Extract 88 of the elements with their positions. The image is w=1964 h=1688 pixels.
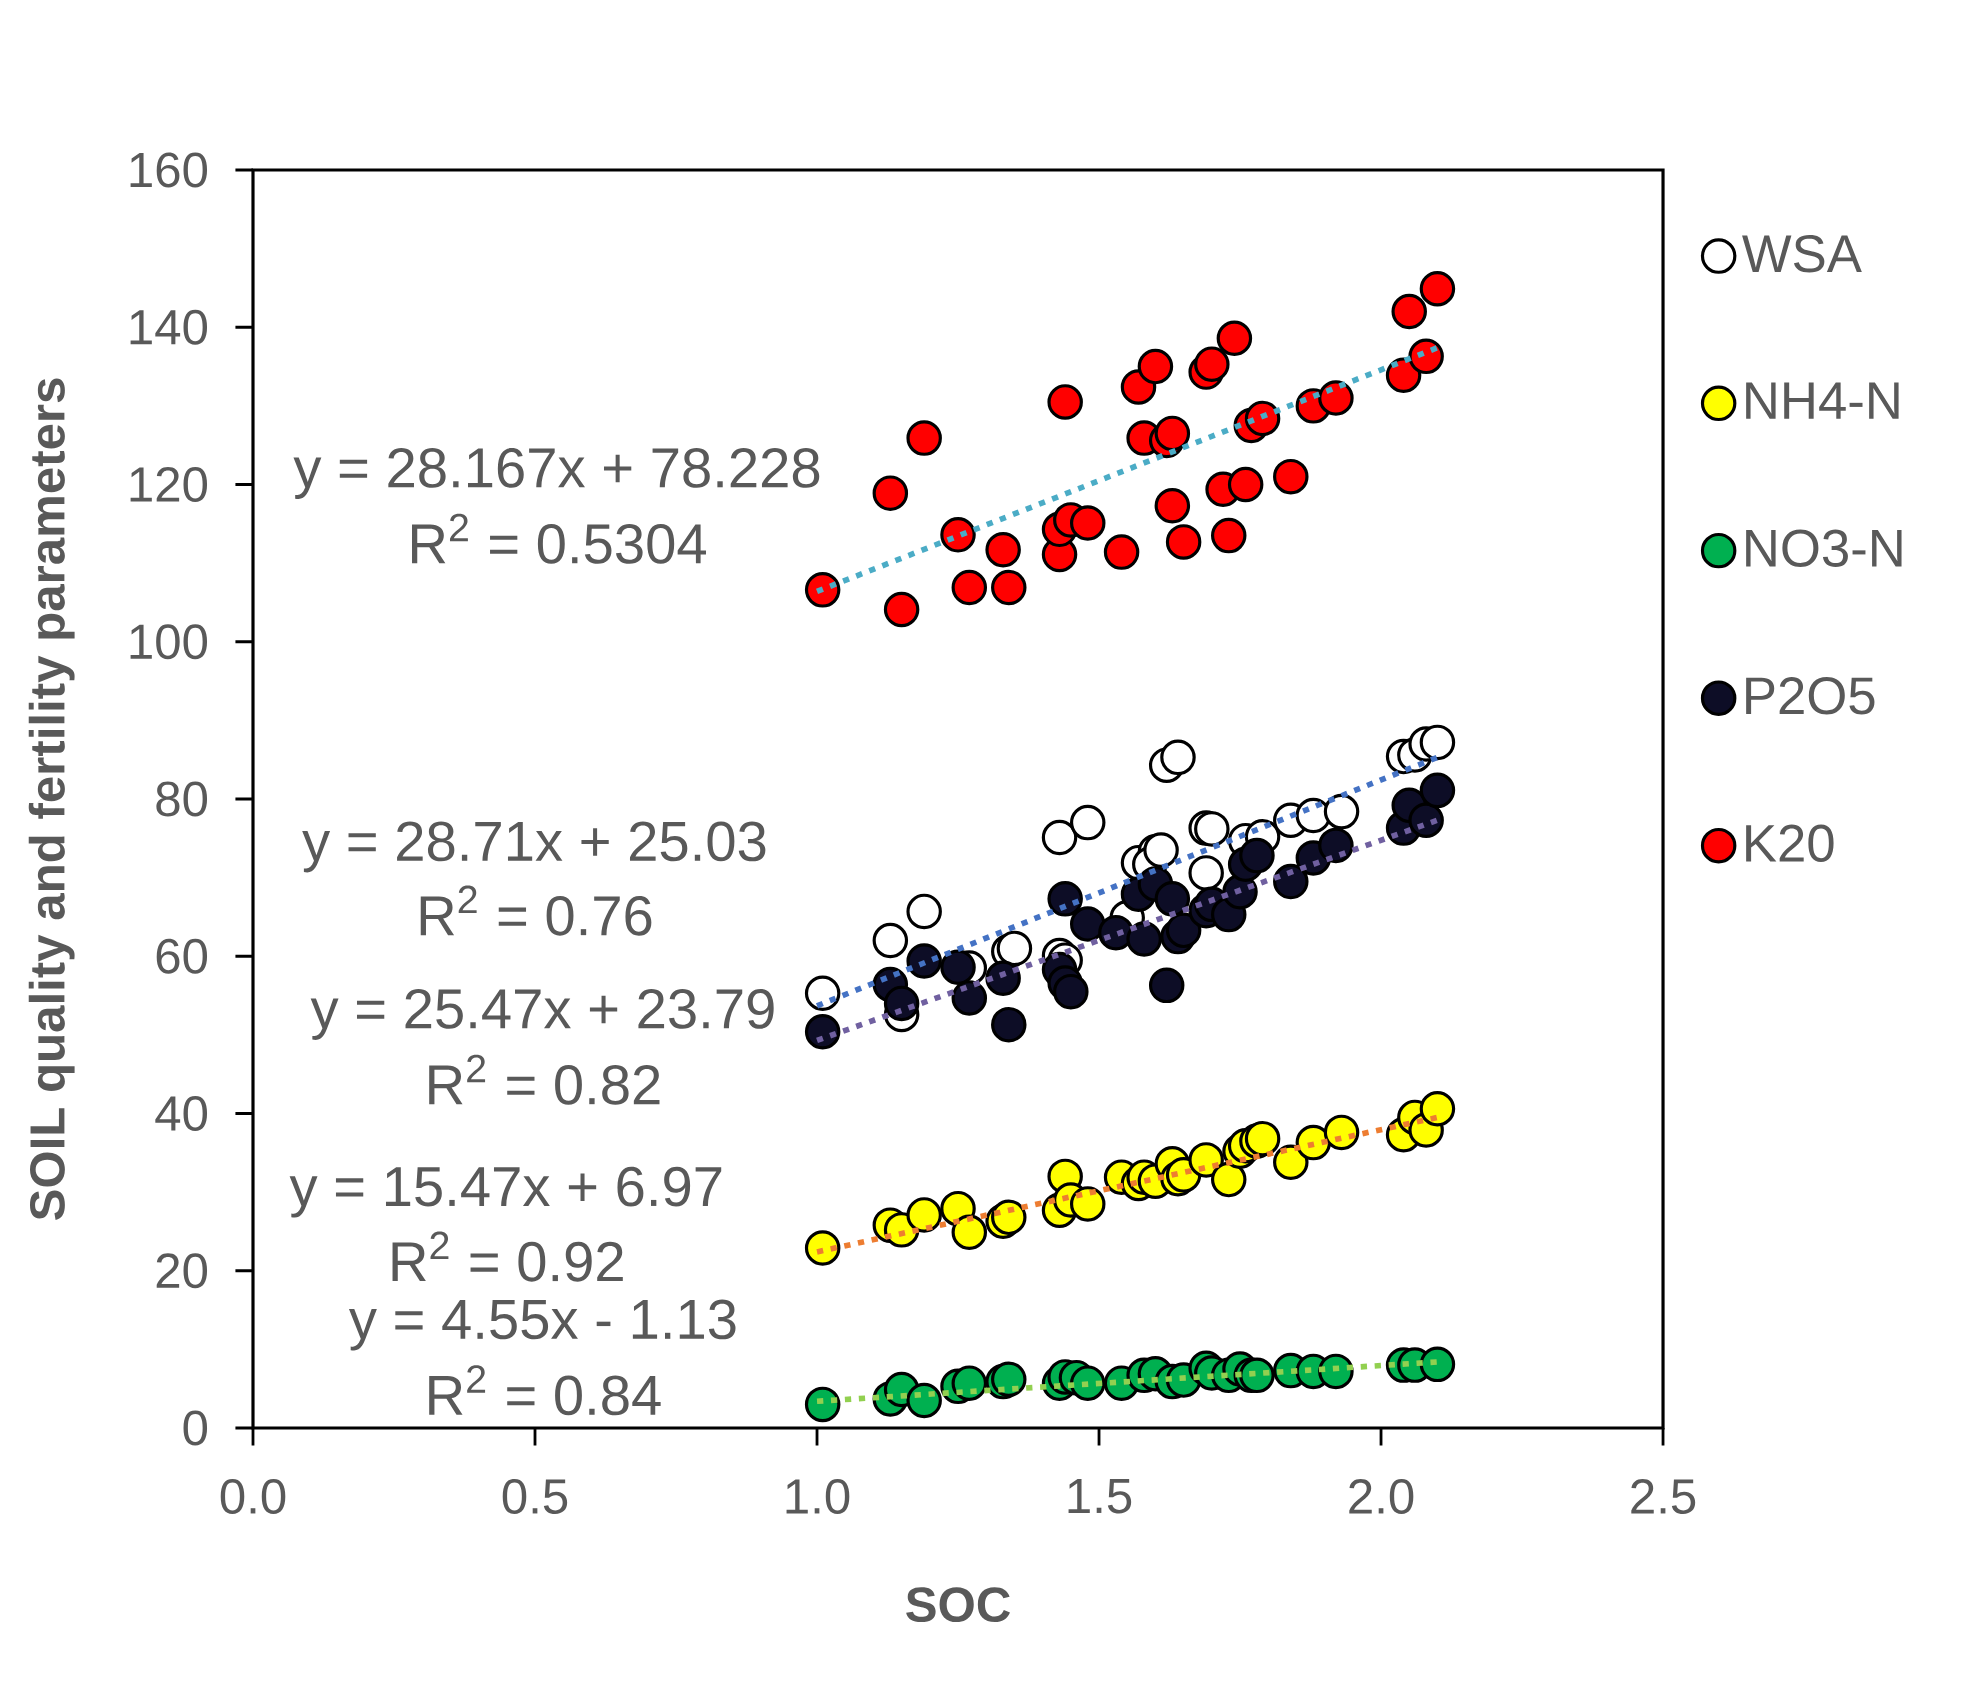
point xyxy=(1069,804,1106,841)
y-tick-label: 20 xyxy=(156,1253,208,1289)
point xyxy=(1210,1161,1247,1198)
point xyxy=(906,893,942,930)
legend-label: P2O5 xyxy=(1746,677,1875,715)
annotation: y = 15.47x + 6.97 xyxy=(289,1166,722,1218)
point xyxy=(1160,739,1196,776)
point xyxy=(940,949,976,986)
point xyxy=(1194,811,1230,847)
annotation: R$^{2}$ = 0.84 xyxy=(429,1365,661,1416)
point xyxy=(804,975,841,1011)
point xyxy=(1244,1120,1281,1157)
point xyxy=(1216,320,1253,356)
point xyxy=(1419,1346,1456,1383)
point xyxy=(1419,1091,1456,1127)
annotation: y = 25.47x + 23.79 xyxy=(310,988,774,1040)
y-tick-label: 60 xyxy=(156,938,208,974)
x-axis-title: SOC xyxy=(906,1587,1010,1623)
annotation: R$^{2}$ = 0.76 xyxy=(420,885,652,936)
y-tick-label: 120 xyxy=(130,467,208,502)
point xyxy=(1273,863,1309,900)
point xyxy=(951,1214,988,1250)
point xyxy=(1210,517,1247,554)
point xyxy=(991,1361,1027,1398)
point xyxy=(1419,724,1456,761)
point xyxy=(1318,827,1354,864)
point xyxy=(872,475,909,511)
annotation: R$^{2}$ = 0.82 xyxy=(429,1054,660,1105)
point xyxy=(1069,505,1106,541)
point xyxy=(1273,458,1309,495)
point xyxy=(1419,270,1456,307)
x-tick-label: 0.0 xyxy=(220,1479,286,1514)
point xyxy=(1069,1186,1106,1222)
point xyxy=(872,922,909,959)
point xyxy=(1318,380,1354,416)
point xyxy=(1103,534,1140,570)
y-tick-label: 40 xyxy=(155,1096,208,1131)
point xyxy=(1239,837,1275,874)
point xyxy=(1148,967,1185,1004)
point xyxy=(1047,384,1083,420)
y-tick-label: 100 xyxy=(130,624,208,660)
point xyxy=(1318,1353,1354,1390)
point xyxy=(951,980,988,1016)
point xyxy=(996,930,1033,967)
legend-label: NO3-N xyxy=(1746,529,1902,567)
point xyxy=(1227,466,1264,503)
y-axis-title: SOIL quality and fertility parameters xyxy=(28,378,75,1221)
point xyxy=(1154,881,1191,917)
point xyxy=(1154,487,1191,524)
point xyxy=(1126,921,1162,957)
x-tick-label: 2.0 xyxy=(1349,1479,1414,1514)
legend-label: WSA xyxy=(1742,235,1862,273)
point xyxy=(1069,906,1106,942)
annotation: R$^{2}$ = 0.5304 xyxy=(412,513,706,564)
annotation: y = 28.71x + 25.03 xyxy=(302,821,766,873)
annotation: R$^{2}$ = 0.92 xyxy=(392,1231,623,1282)
y-tick-label: 140 xyxy=(130,309,208,345)
point xyxy=(1391,293,1427,330)
point xyxy=(906,420,942,456)
x-tick-label: 0.5 xyxy=(502,1479,568,1514)
legend-label: K20 xyxy=(1746,824,1834,862)
point xyxy=(991,569,1027,606)
y-tick-label: 0 xyxy=(183,1410,208,1446)
x-tick-label: 1.5 xyxy=(1068,1479,1132,1514)
point xyxy=(1041,819,1078,856)
y-tick-label: 80 xyxy=(156,781,208,817)
point xyxy=(1143,832,1179,868)
point xyxy=(1154,415,1191,452)
point xyxy=(985,532,1021,568)
point xyxy=(1194,346,1230,382)
point xyxy=(951,1365,988,1401)
point xyxy=(951,569,988,606)
point xyxy=(1419,772,1456,809)
point xyxy=(991,1006,1027,1043)
x-tick-label: 1.0 xyxy=(786,1479,850,1514)
point xyxy=(1165,912,1202,949)
point xyxy=(1323,793,1360,830)
annotation: y = 4.55x - 1.13 xyxy=(348,1299,736,1351)
point xyxy=(1053,973,1089,1010)
y-tick-label: 160 xyxy=(130,152,208,188)
legend-label: NH4-N xyxy=(1746,382,1899,419)
annotation: y = 28.167x + 78.228 xyxy=(293,448,820,499)
point xyxy=(883,591,920,628)
point xyxy=(1188,855,1224,891)
point xyxy=(906,1197,942,1233)
x-tick-label: 2.5 xyxy=(1631,1479,1696,1514)
point xyxy=(1137,348,1174,385)
point xyxy=(1165,524,1202,560)
